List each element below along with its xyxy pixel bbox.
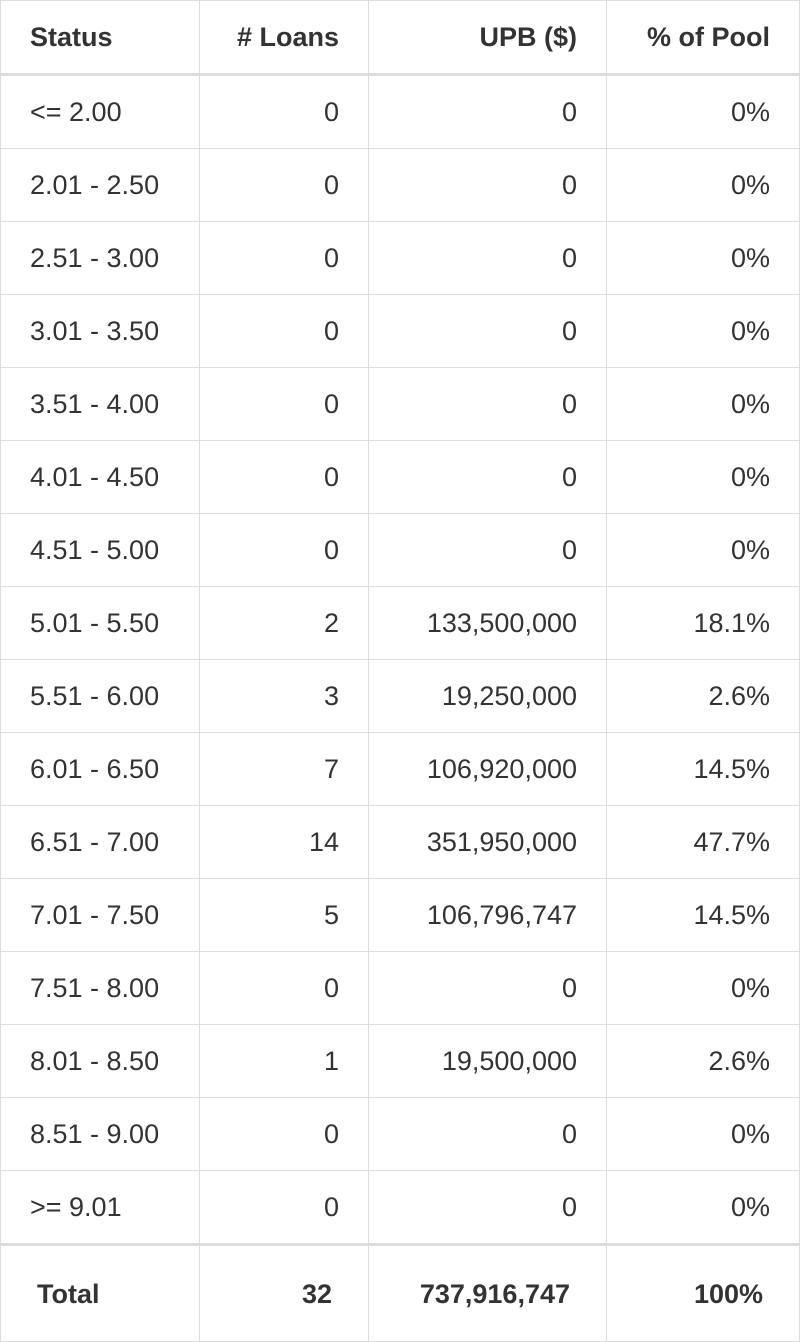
table-cell: 8.01 - 8.50	[1, 1025, 200, 1097]
table-cell: 0	[200, 76, 369, 148]
table-cell: 0%	[730, 534, 770, 565]
table-cell: 0	[200, 295, 369, 367]
table-cell: 3.51 - 4.00	[1, 368, 200, 440]
table-cell: 133,500,000	[369, 587, 607, 659]
table-cell: 6.01 - 6.50	[1, 733, 200, 805]
table-cell: 0	[200, 952, 369, 1024]
table-cell: 7.51 - 8.00	[1, 952, 200, 1024]
table-row: <= 2.00 0 0 0%	[1, 76, 799, 149]
table-cell: 0%	[730, 972, 770, 1003]
table-row: 6.01 - 6.50 7 106,920,000 14.5%	[1, 733, 799, 806]
table-cell: >= 9.01	[1, 1171, 200, 1243]
table-cell: 0	[200, 222, 369, 294]
table-cell: 4.01 - 4.50	[1, 441, 200, 513]
table-cell: 0	[369, 952, 607, 1024]
table-cell: 0	[369, 149, 607, 221]
table-row: 5.51 - 6.00 3 19,250,000 2.6%	[1, 660, 799, 733]
table-cell: 0	[369, 76, 607, 148]
table-cell: <= 2.00	[1, 76, 200, 148]
table-row: 3.01 - 3.50 0 0 0%	[1, 295, 799, 368]
table-cell: 0	[200, 1098, 369, 1170]
table-row: 8.51 - 9.00 0 0 0%	[1, 1098, 799, 1171]
table-cell: 0%	[730, 242, 770, 273]
header-cell: UPB ($)	[369, 1, 607, 73]
table-cell: 7	[200, 733, 369, 805]
table-row: 3.51 - 4.00 0 0 0%	[1, 368, 799, 441]
table-cell: 0%	[730, 169, 770, 200]
table-cell: 5.01 - 5.50	[1, 587, 200, 659]
table-cell: 0	[200, 514, 369, 586]
table-cell: 14	[200, 806, 369, 878]
table-cell: 0	[369, 1171, 607, 1243]
total-row: Total 32 737,916,747 100%	[1, 1244, 799, 1342]
table-cell: 1	[200, 1025, 369, 1097]
table-cell: 18.1%	[693, 607, 770, 638]
table-cell: 2.6%	[708, 1045, 770, 1076]
table-cell: 5.51 - 6.00	[1, 660, 200, 732]
table-cell: 3.01 - 3.50	[1, 295, 200, 367]
table-cell: 0%	[730, 461, 770, 492]
table-row: 4.01 - 4.50 0 0 0%	[1, 441, 799, 514]
table-cell: 0%	[730, 1118, 770, 1149]
table-cell: 47.7%	[693, 826, 770, 857]
table-cell: 0	[369, 1098, 607, 1170]
table-row: 6.51 - 7.00 14 351,950,000 47.7%	[1, 806, 799, 879]
table-cell: 0	[200, 441, 369, 513]
header-cell: Status	[1, 1, 200, 73]
table-row: 7.01 - 7.50 5 106,796,747 14.5%	[1, 879, 799, 952]
table-cell: 2	[200, 587, 369, 659]
table-cell: 0%	[730, 388, 770, 419]
table-cell: 0%	[730, 315, 770, 346]
table-cell: 0	[369, 222, 607, 294]
table-cell: 2.51 - 3.00	[1, 222, 200, 294]
table-cell: 0%	[730, 1191, 770, 1222]
table-cell: 19,500,000	[369, 1025, 607, 1097]
table-cell: 8.51 - 9.00	[1, 1098, 200, 1170]
header-row: Status # Loans UPB ($) % of Pool	[1, 1, 799, 76]
table-row: 8.01 - 8.50 1 19,500,000 2.6%	[1, 1025, 799, 1098]
table-cell: 0	[369, 514, 607, 586]
table-cell: 351,950,000	[369, 806, 607, 878]
table-cell: 0%	[730, 96, 770, 127]
header-cell: # Loans	[200, 1, 369, 73]
table-cell: 14.5%	[693, 899, 770, 930]
total-cell: 100%	[693, 1278, 763, 1309]
table-cell: 0	[369, 295, 607, 367]
table-cell: 0	[200, 149, 369, 221]
total-cell: Total	[1, 1246, 200, 1342]
table-cell: 106,796,747	[369, 879, 607, 951]
table-cell: 0	[369, 441, 607, 513]
total-cell: 737,916,747	[369, 1246, 607, 1342]
table-cell: 14.5%	[693, 753, 770, 784]
table-cell: 19,250,000	[369, 660, 607, 732]
table-row: 2.51 - 3.00 0 0 0%	[1, 222, 799, 295]
table-row: 4.51 - 5.00 0 0 0%	[1, 514, 799, 587]
table-row: 5.01 - 5.50 2 133,500,000 18.1%	[1, 587, 799, 660]
total-cell: 32	[200, 1246, 369, 1342]
table-row: 7.51 - 8.00 0 0 0%	[1, 952, 799, 1025]
table-cell: 106,920,000	[369, 733, 607, 805]
table-cell: 0	[369, 368, 607, 440]
table-row: >= 9.01 0 0 0%	[1, 1171, 799, 1244]
table-cell: 6.51 - 7.00	[1, 806, 200, 878]
table-row: 2.01 - 2.50 0 0 0%	[1, 149, 799, 222]
table-cell: 4.51 - 5.00	[1, 514, 200, 586]
header-cell: % of Pool	[647, 21, 770, 52]
table-cell: 5	[200, 879, 369, 951]
table-cell: 2.6%	[708, 680, 770, 711]
table-cell: 0	[200, 1171, 369, 1243]
table-cell: 0	[200, 368, 369, 440]
table-cell: 2.01 - 2.50	[1, 149, 200, 221]
table-cell: 3	[200, 660, 369, 732]
table-cell: 7.01 - 7.50	[1, 879, 200, 951]
